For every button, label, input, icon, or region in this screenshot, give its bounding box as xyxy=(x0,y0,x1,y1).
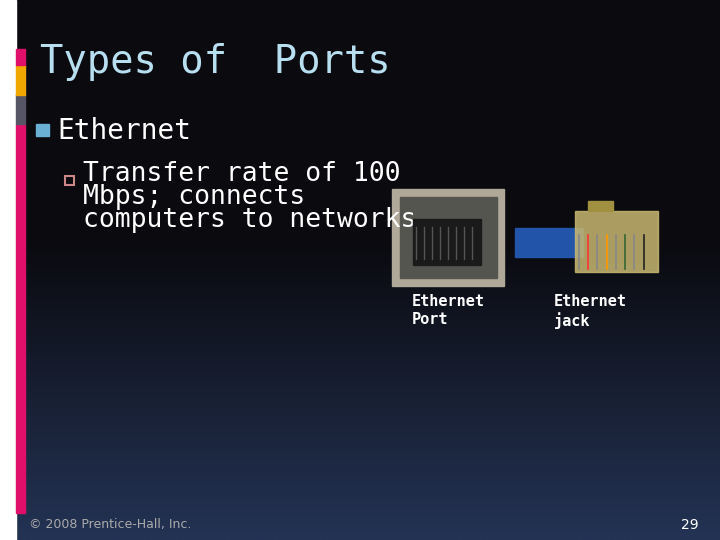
Bar xyxy=(16,49,25,65)
Text: Ethernet: Ethernet xyxy=(58,117,192,145)
Text: Mbps; connects: Mbps; connects xyxy=(83,184,305,210)
Text: © 2008 Prentice-Hall, Inc.: © 2008 Prentice-Hall, Inc. xyxy=(29,518,192,531)
Text: Transfer rate of 100: Transfer rate of 100 xyxy=(83,161,400,187)
FancyArrow shape xyxy=(515,228,583,257)
Bar xyxy=(588,200,613,211)
Bar xyxy=(16,124,25,513)
Bar xyxy=(392,189,504,286)
Bar xyxy=(16,65,25,94)
Text: 29: 29 xyxy=(681,518,698,532)
Bar xyxy=(36,124,49,136)
Text: Ethernet
Port: Ethernet Port xyxy=(412,294,485,327)
Text: computers to networks: computers to networks xyxy=(83,207,416,233)
Bar xyxy=(400,197,497,278)
Bar xyxy=(16,94,25,124)
Bar xyxy=(575,211,659,272)
Bar xyxy=(413,219,481,265)
Bar xyxy=(65,176,74,185)
Text: Types of  Ports: Types of Ports xyxy=(40,43,390,81)
Bar xyxy=(0,0,16,540)
Text: Ethernet
jack: Ethernet jack xyxy=(554,294,627,329)
